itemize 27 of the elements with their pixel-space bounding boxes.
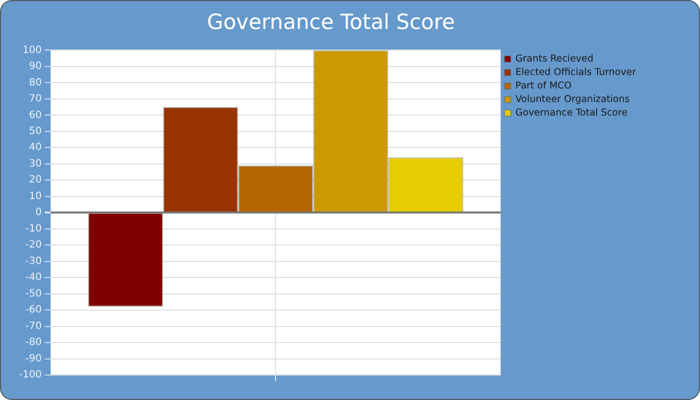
y-tick-label: -30 bbox=[25, 256, 42, 267]
legend-label: Volunteer Organizations bbox=[515, 94, 630, 105]
y-tick-label: 20 bbox=[28, 174, 42, 186]
y-tick-label: -20 bbox=[25, 240, 42, 251]
y-tick-label: 40 bbox=[28, 142, 42, 154]
y-tick-label: -50 bbox=[25, 288, 42, 300]
y-tick-label: -100 bbox=[18, 370, 42, 381]
legend-label: Elected Officials Turnover bbox=[515, 66, 636, 78]
y-tick-label: 90 bbox=[28, 61, 42, 72]
legend-label: Governance Total Score bbox=[515, 107, 628, 118]
y-tick-label: -90 bbox=[25, 353, 42, 364]
y-tick-label: 10 bbox=[28, 190, 42, 202]
chart-title: Governance Total Score bbox=[207, 10, 455, 34]
y-tick-label: 70 bbox=[28, 94, 42, 105]
y-tick-label: -80 bbox=[25, 337, 42, 348]
y-tick-label: -10 bbox=[25, 223, 42, 234]
legend-label: Grants Recieved bbox=[515, 53, 594, 64]
y-tick-label: 60 bbox=[28, 110, 42, 121]
y-tick-label: 0 bbox=[35, 207, 42, 218]
legend-label: Part of MCO bbox=[515, 80, 572, 92]
y-tick-label: -60 bbox=[25, 304, 42, 316]
y-tick-label: 100 bbox=[22, 44, 42, 56]
y-tick-label: 80 bbox=[28, 77, 42, 88]
y-tick-label: 50 bbox=[28, 126, 42, 137]
y-tick-label: -40 bbox=[25, 272, 42, 284]
y-tick-label: -70 bbox=[25, 320, 42, 332]
y-tick-label: 30 bbox=[28, 158, 42, 170]
